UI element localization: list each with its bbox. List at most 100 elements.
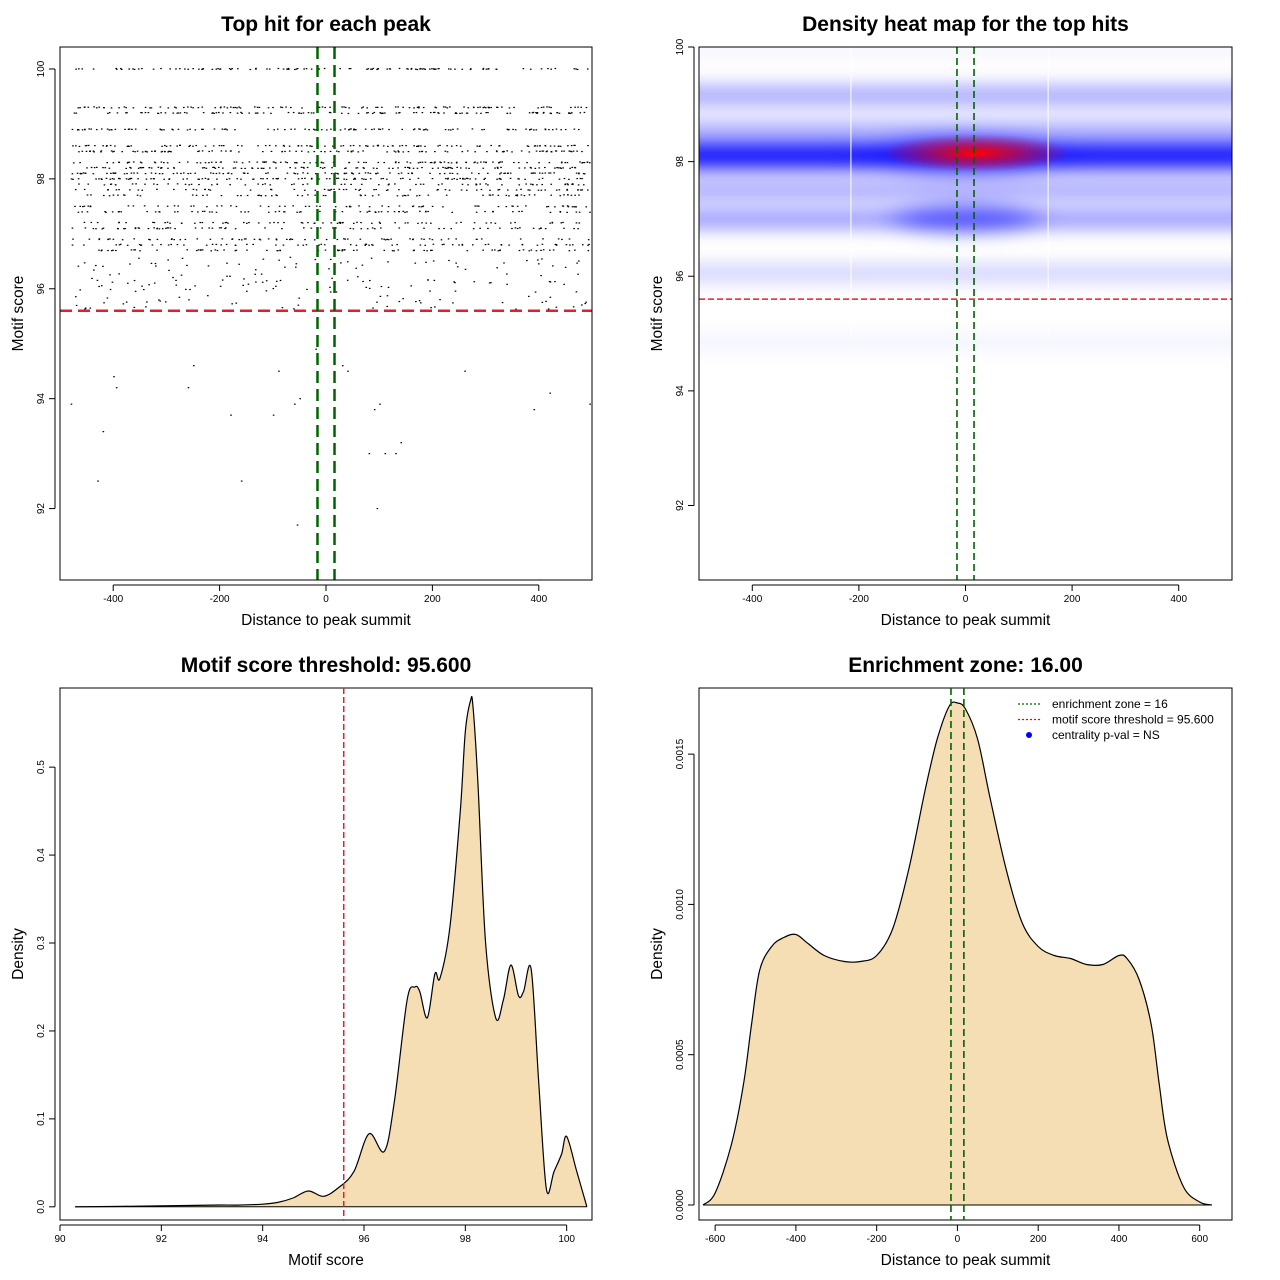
data-point bbox=[433, 111, 436, 114]
data-point bbox=[234, 106, 237, 109]
data-point bbox=[583, 173, 586, 175]
data-point bbox=[454, 112, 457, 114]
data-point bbox=[366, 68, 368, 70]
data-point bbox=[114, 145, 116, 147]
y-axis-label: Density bbox=[649, 928, 666, 980]
data-point bbox=[495, 106, 498, 108]
data-point bbox=[387, 286, 390, 288]
data-point bbox=[115, 189, 118, 191]
data-point bbox=[172, 112, 175, 114]
data-point bbox=[324, 249, 327, 251]
data-point bbox=[123, 173, 126, 175]
data-point bbox=[533, 129, 535, 131]
data-point bbox=[315, 348, 317, 350]
data-point bbox=[417, 177, 420, 179]
data-point bbox=[231, 67, 233, 70]
data-point bbox=[453, 177, 456, 180]
data-point bbox=[586, 161, 589, 163]
data-point bbox=[432, 260, 435, 262]
data-point bbox=[195, 194, 198, 196]
data-point bbox=[354, 177, 356, 179]
data-point bbox=[503, 150, 505, 153]
x-tick-label: 94 bbox=[257, 1234, 269, 1245]
data-point bbox=[365, 243, 368, 245]
data-point bbox=[483, 178, 485, 180]
data-point bbox=[558, 178, 561, 180]
data-point bbox=[318, 178, 320, 180]
data-point bbox=[247, 283, 250, 285]
data-point bbox=[578, 173, 580, 175]
data-point bbox=[530, 183, 532, 185]
data-point bbox=[428, 238, 431, 240]
data-point bbox=[444, 189, 447, 191]
data-point bbox=[339, 222, 342, 224]
data-point bbox=[416, 106, 419, 109]
y-tick-label: 98 bbox=[675, 156, 686, 168]
data-point bbox=[281, 106, 284, 109]
data-point bbox=[229, 275, 231, 277]
data-point bbox=[141, 189, 144, 191]
data-point bbox=[216, 178, 218, 180]
data-point bbox=[421, 68, 424, 70]
y-axis: 0.00.10.20.30.40.5 bbox=[36, 760, 56, 1214]
data-point bbox=[175, 284, 178, 286]
data-point bbox=[286, 162, 289, 164]
data-point bbox=[300, 221, 303, 224]
data-point bbox=[455, 162, 458, 164]
data-point bbox=[490, 282, 492, 284]
data-point bbox=[304, 205, 307, 207]
data-point bbox=[350, 183, 352, 186]
data-point bbox=[362, 167, 365, 169]
data-point bbox=[549, 296, 552, 298]
data-point bbox=[541, 150, 544, 152]
data-point bbox=[574, 106, 577, 108]
x-axis: 90 92 94 96 98 100 bbox=[54, 1224, 575, 1245]
data-point bbox=[87, 106, 90, 108]
data-point bbox=[447, 129, 450, 131]
data-point bbox=[443, 243, 445, 245]
data-point bbox=[568, 150, 571, 152]
data-point bbox=[498, 145, 501, 147]
data-point bbox=[499, 249, 502, 251]
data-point bbox=[403, 194, 406, 197]
data-point bbox=[459, 167, 462, 169]
data-point bbox=[398, 145, 401, 147]
data-point bbox=[538, 178, 541, 180]
data-point bbox=[98, 285, 100, 288]
data-point bbox=[432, 68, 435, 70]
data-point bbox=[422, 183, 425, 185]
data-point bbox=[79, 172, 82, 174]
data-point bbox=[492, 210, 494, 213]
data-point bbox=[150, 167, 153, 169]
data-point bbox=[389, 172, 391, 174]
data-point bbox=[296, 211, 298, 213]
data-point bbox=[232, 106, 235, 109]
data-point bbox=[416, 167, 419, 169]
data-point bbox=[382, 112, 384, 114]
data-point bbox=[526, 161, 528, 164]
data-point bbox=[352, 150, 354, 152]
data-point bbox=[538, 162, 540, 164]
data-point bbox=[423, 129, 426, 131]
data-point bbox=[220, 195, 223, 197]
data-point bbox=[386, 238, 389, 240]
data-point bbox=[474, 151, 476, 153]
data-point bbox=[122, 194, 125, 196]
data-point bbox=[298, 211, 301, 213]
data-point bbox=[293, 172, 295, 174]
data-point bbox=[450, 129, 452, 131]
data-point bbox=[341, 250, 344, 252]
data-point bbox=[552, 249, 555, 251]
data-point bbox=[529, 68, 532, 70]
data-point bbox=[536, 112, 539, 114]
data-point bbox=[109, 288, 112, 291]
data-point bbox=[88, 238, 91, 240]
data-point bbox=[459, 177, 461, 180]
data-point bbox=[483, 161, 485, 163]
data-point bbox=[384, 453, 387, 455]
data-point bbox=[268, 144, 271, 147]
data-point bbox=[170, 151, 172, 153]
data-point bbox=[117, 211, 120, 213]
x-tick-label: 0 bbox=[323, 594, 329, 605]
